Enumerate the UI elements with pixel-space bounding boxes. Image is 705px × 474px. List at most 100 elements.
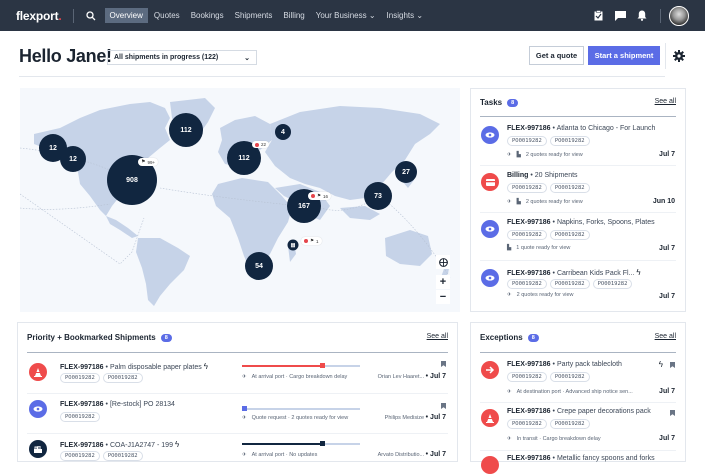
po-tag[interactable]: PO0019282 [549,419,590,429]
po-tag[interactable]: PO0019282 [549,279,590,289]
po-tag[interactable]: PO0019282 [60,451,100,461]
chat-icon[interactable] [614,10,626,22]
world-map [20,98,451,306]
map-cluster[interactable]: 54 [245,252,273,280]
map-cluster[interactable]: 112 [169,113,203,147]
panel-divider [480,116,676,117]
exception-row[interactable]: FLEX-997186 • Crepe paper decorations pa… [471,403,685,449]
progress-bar [242,406,360,411]
zoom-in-button[interactable]: + [436,275,450,289]
nav-overview[interactable]: Overview [104,8,148,23]
tasks-count-badge: 8 [507,98,519,107]
shipment-id: FLEX-997186 [507,361,551,368]
shipment-id: FLEX-997186 [60,401,104,408]
map-cluster[interactable]: 73 [364,182,392,210]
plane-icon: ✈ [507,292,512,298]
avatar[interactable] [669,5,689,26]
bookmark-icon[interactable] [441,361,446,367]
exception-row[interactable]: FLEX-997186 • Party pack tablecloth ϟ PO… [471,355,685,401]
nav-insights[interactable]: Insights ⌄ [386,11,424,20]
priority-title: Priority + Bookmarked Shipments 8 [27,333,172,342]
nav-divider [72,8,74,23]
exception-description: Crepe paper decorations pack [556,408,651,415]
shipment-date: Jul 7 [430,451,446,458]
nav-billing[interactable]: Billing [283,11,305,20]
flexport-logo[interactable]: flexport. [16,8,62,23]
shipment-map[interactable]: 12 12 908 112 4 112 27 73 167 54 ▤ ⚑ 99+ … [20,88,460,312]
globe-icon[interactable] [436,255,450,269]
nav-bookings[interactable]: Bookings [190,11,224,20]
exceptions-title: Exceptions 8 [480,333,539,342]
nav-divider [660,8,661,23]
task-row[interactable]: FLEX-997186 • Carribean Kids Pack Fl... … [471,261,685,307]
po-tag[interactable]: PO0019282 [549,372,590,382]
billing-label: Billing [507,172,529,179]
po-tag[interactable]: PO0019282 [549,183,590,193]
task-row[interactable]: FLEX-997186 • Napkins, Forks, Spoons, Pl… [471,213,685,259]
task-row[interactable]: Billing • 20 Shipments PO0019282 PO001928… [471,166,685,212]
progress-bar [242,363,360,368]
get-quote-button[interactable]: Get a quote [529,46,584,65]
task-description: Carribean Kids Pack Fl... [556,270,635,277]
shipment-row[interactable]: FLEX-997186 • [Re-stock] PO 28134 PO0019… [18,395,457,433]
gear-icon[interactable] [673,49,685,62]
po-tag[interactable]: PO0019282 [102,373,143,383]
search-icon[interactable] [84,9,98,23]
po-tag[interactable]: PO0019282 [507,279,547,289]
po-tag[interactable]: PO0019282 [592,279,633,289]
priority-count-badge: 8 [160,333,172,342]
shipment-description: COA-J1A2747 - 199 [109,442,173,449]
po-tag[interactable]: PO0019282 [549,136,590,146]
clipboard-check-icon[interactable] [592,10,604,22]
customs-icon[interactable]: ▤ [287,239,299,251]
carrier-name: Arvato Distributio... [377,452,425,458]
bookmark-icon[interactable] [670,362,675,368]
shipment-filter-select[interactable]: All shipments in progress (122) ⌄ [107,50,257,65]
po-tag[interactable]: PO0019282 [549,230,590,240]
task-meta: 2 quotes ready for view [525,199,583,205]
progress-bar [242,441,360,446]
shipment-status: At arrival port · No updates [251,452,318,458]
shipment-row[interactable]: FLEX-997186 • Palm disposable paper plat… [18,355,457,393]
priority-bolt-icon: ϟ [636,268,641,277]
po-tag[interactable]: PO0019282 [507,419,547,429]
po-tag[interactable]: PO0019282 [507,183,547,193]
po-tag[interactable]: PO0019282 [507,230,547,240]
chevron-down-icon: ⌄ [416,11,424,20]
zoom-out-button[interactable]: − [436,290,450,304]
row-divider [480,165,676,166]
po-tag[interactable]: PO0019282 [60,412,100,422]
shipment-id: FLEX-997186 [507,219,551,226]
exception-row[interactable]: FLEX-997186 • Metallic fancy spoons and … [471,451,685,474]
po-tag[interactable]: PO0019282 [102,451,143,461]
shipment-description: Palm disposable paper plates [109,364,202,371]
shipment-row[interactable]: FLEX-997186 • COA-J1A2747 - 199 ϟ PO0019… [18,435,457,465]
nav-your-business[interactable]: Your Business ⌄ [315,11,376,20]
task-date: Jul 7 [659,151,675,158]
task-date: Jul 7 [659,245,675,252]
bookmark-icon[interactable] [670,410,675,416]
bell-icon[interactable] [636,10,648,22]
priority-see-all-link[interactable]: See all [426,333,448,340]
task-row[interactable]: FLEX-997186 • Atlanta to Chicago - For L… [471,119,685,165]
tasks-see-all-link[interactable]: See all [654,98,676,105]
nav-shipments[interactable]: Shipments [234,11,273,20]
task-meta: 2 quotes ready for view [525,152,583,158]
shipment-id: FLEX-997186 [507,408,551,415]
bookmark-icon[interactable] [441,403,446,409]
po-tag[interactable]: PO0019282 [507,372,547,382]
map-cluster[interactable]: 4 [275,124,291,140]
arrow-right-icon [481,361,499,379]
plane-icon: ✈ [507,389,512,395]
shipment-status: Quote request · 2 quotes ready for view [251,415,349,421]
shipment-id: FLEX-997186 [507,455,551,462]
shipment-date: Jul 7 [430,414,446,421]
map-cluster[interactable]: 12 [60,146,86,172]
start-shipment-button[interactable]: Start a shipment [588,46,660,65]
map-cluster[interactable]: 27 [395,161,417,183]
po-tag[interactable]: PO0019282 [507,136,547,146]
priority-shipments-panel: Priority + Bookmarked Shipments 8 See all… [17,322,458,462]
exceptions-see-all-link[interactable]: See all [654,333,676,340]
po-tag[interactable]: PO0019282 [60,373,100,383]
nav-quotes[interactable]: Quotes [153,11,180,20]
